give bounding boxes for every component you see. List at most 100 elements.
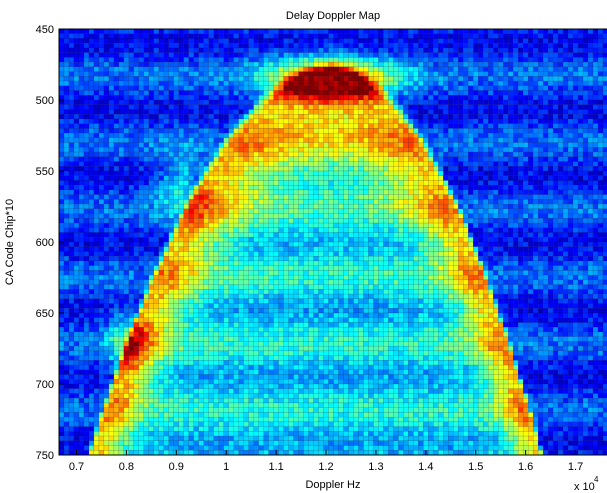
heatmap-cell [403,57,409,63]
heatmap-cell [423,90,429,96]
heatmap-cell [158,208,165,214]
heatmap-cell [158,218,165,224]
heatmap-cell [468,189,474,195]
heatmap-cell [118,161,125,167]
heatmap-cell [458,156,464,162]
heatmap-cell [468,80,474,87]
heatmap-cell [423,61,429,68]
heatmap-cell [263,80,269,87]
heatmap-cell [597,28,604,34]
heatmap-cell [188,142,194,148]
heatmap-cell [58,237,65,243]
heatmap-cell [213,175,219,181]
heatmap-cell [168,180,175,186]
heatmap-cell [78,76,85,82]
heatmap-cell [388,161,394,167]
heatmap-cell [233,71,239,77]
heatmap-cell [98,151,105,158]
heatmap-cell [458,38,464,44]
heatmap-cell [138,218,145,224]
heatmap-cell [493,71,499,77]
heatmap-cell [198,203,204,210]
heatmap-cell [562,161,569,167]
heatmap-cell [253,213,259,219]
heatmap-cell [562,57,569,63]
heatmap-cell [363,185,369,191]
heatmap-cell [233,85,239,91]
heatmap-cell [208,66,214,72]
heatmap-cell [557,232,564,238]
heatmap-cell [233,189,239,195]
heatmap-cell [228,80,234,87]
heatmap-cell [577,203,584,210]
heatmap-cell [547,194,554,200]
heatmap-cell [318,99,324,105]
heatmap-cell [283,85,289,91]
heatmap-cell [113,218,120,224]
heatmap-cell [153,118,160,124]
heatmap-cell [338,85,344,91]
heatmap-cell [243,151,249,158]
heatmap-cell [228,185,234,191]
heatmap-cell [188,147,194,153]
heatmap-cell [493,208,499,214]
heatmap-cell [343,170,349,176]
heatmap-cell [113,109,120,115]
heatmap-cell [263,170,269,176]
heatmap-cell [433,170,439,176]
heatmap-cell [113,47,120,53]
heatmap-cell [213,76,219,82]
heatmap-cell [223,147,229,153]
heatmap-cell [243,66,249,72]
heatmap-cell [88,213,95,219]
heatmap-cell [233,99,239,105]
heatmap-cell [198,38,204,44]
heatmap-cell [483,33,489,39]
heatmap-cell [438,33,444,39]
heatmap-cell [298,175,304,181]
heatmap-cell [448,166,454,172]
heatmap-cell [333,71,339,77]
heatmap-cell [498,47,504,53]
heatmap-cell [303,218,309,224]
heatmap-cell [323,142,329,148]
heatmap-cell [203,237,209,243]
heatmap-cell [398,237,404,243]
heatmap-cell [353,57,359,63]
heatmap-cell [458,57,464,63]
heatmap-cell [488,208,494,214]
heatmap-cell [203,104,209,110]
heatmap-cell [123,203,130,210]
heatmap-cell [443,170,449,176]
heatmap-cell [78,156,85,162]
heatmap-cell [163,99,170,105]
heatmap-cell [398,180,404,186]
heatmap-cell [128,95,135,101]
heatmap-cell [522,147,529,153]
heatmap-cell [63,237,70,243]
heatmap-cell [108,232,115,238]
heatmap-cell [58,151,65,158]
heatmap-cell [597,203,604,210]
heatmap-cell [193,208,199,214]
heatmap-cell [468,66,474,72]
heatmap-cell [552,227,559,233]
heatmap-cell [273,118,279,124]
heatmap-cell [408,194,414,200]
heatmap-cell [298,227,304,233]
heatmap-cell [188,199,194,205]
heatmap-cell [453,185,459,191]
heatmap-cell [557,161,564,167]
heatmap-cell [148,222,155,229]
heatmap-cell [208,194,214,200]
heatmap-cell [128,208,135,214]
heatmap-cell [243,123,249,129]
heatmap-cell [303,33,309,39]
heatmap-cell [93,132,100,139]
heatmap-cell [223,99,229,105]
heatmap-cell [193,151,199,158]
heatmap-cell [108,199,115,205]
heatmap-cell [512,118,519,124]
heatmap-cell [503,199,509,205]
heatmap-cell [343,28,349,34]
